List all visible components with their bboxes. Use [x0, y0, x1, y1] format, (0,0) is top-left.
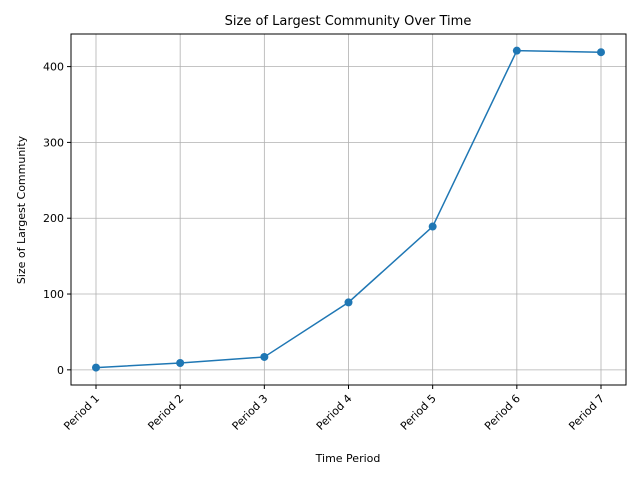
x-axis-label: Time Period [315, 452, 381, 465]
data-point [512, 46, 521, 55]
data-point [176, 359, 185, 368]
x-tick-label: Period 2 [145, 392, 186, 433]
y-tick-label: 200 [43, 212, 64, 225]
data-point [92, 363, 100, 372]
y-axis-label: Size of Largest Community [15, 135, 28, 284]
x-tick-label: Period 1 [61, 392, 102, 433]
y-tick-label: 400 [43, 61, 64, 74]
y-tick-label: 100 [43, 288, 64, 301]
data-point [344, 298, 353, 307]
series-group [92, 46, 605, 372]
chart-title: Size of Largest Community Over Time [225, 14, 472, 29]
grid-lines [71, 34, 626, 385]
data-point [428, 222, 437, 231]
data-point [260, 352, 269, 361]
y-tick-label: 300 [43, 136, 64, 149]
x-tick-label: Period 3 [230, 392, 271, 433]
x-tick-label: Period 4 [314, 392, 355, 433]
y-tick-label: 0 [57, 364, 64, 377]
x-tick-label: Period 7 [566, 392, 607, 433]
data-point [597, 48, 605, 57]
y-axis: 0 100 200 300 400 [43, 61, 71, 377]
x-tick-label: Period 6 [482, 392, 523, 433]
x-axis: Period 1 Period 2 Period 3 Period 4 Period 5… [61, 385, 607, 433]
x-tick-label: Period 5 [398, 392, 439, 433]
